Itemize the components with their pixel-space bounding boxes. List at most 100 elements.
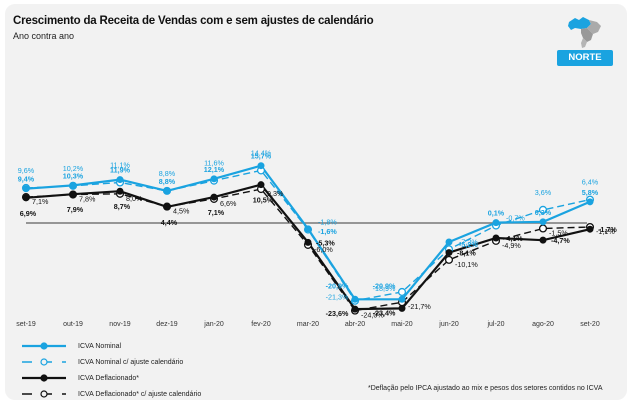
x-tick-label: abr-20 <box>345 321 365 328</box>
data-point <box>22 185 30 193</box>
brazil-map-icon <box>568 17 601 48</box>
data-point <box>210 193 218 201</box>
footnote: *Deflação pelo IPCA ajustado ao mix e pe… <box>368 385 603 392</box>
data-label: -4,9% <box>502 241 521 250</box>
legend-item: ICVA Deflacionado* <box>20 370 201 386</box>
data-point <box>351 295 359 303</box>
data-label: -1,5% <box>549 228 568 237</box>
x-tick-label: out-19 <box>63 321 83 328</box>
data-label: -18,9% <box>373 284 396 293</box>
chart-legend: ICVA Nominal ICVA Nominal c/ ajuste calen… <box>20 338 201 402</box>
data-point <box>398 295 406 303</box>
data-point <box>351 305 359 313</box>
data-label: 0,1% <box>488 209 505 218</box>
x-tick-label: jan-20 <box>203 321 224 328</box>
data-point <box>445 238 453 246</box>
data-point <box>163 203 171 211</box>
x-tick-label: set-19 <box>16 321 36 328</box>
data-label: -0,7% <box>506 214 525 223</box>
data-label: -23,4% <box>373 308 396 317</box>
data-label: 10,5% <box>253 196 274 205</box>
data-label: 14,4% <box>251 148 272 157</box>
data-point <box>304 238 312 246</box>
data-label: 7,1% <box>32 197 49 206</box>
data-label: 7,1% <box>208 208 225 217</box>
data-point <box>586 225 594 233</box>
data-point <box>538 224 548 233</box>
data-point <box>586 198 594 206</box>
legend-label: ICVA Nominal c/ ajuste calendário <box>78 358 184 366</box>
data-point <box>163 187 171 195</box>
chart-card <box>5 4 627 400</box>
data-point <box>398 304 406 312</box>
data-label: 11,1% <box>110 160 130 169</box>
legend-label: ICVA Nominal <box>78 342 122 350</box>
data-label: 10,2% <box>63 164 84 173</box>
x-tick-label: jul-20 <box>486 321 504 328</box>
legend-swatch <box>22 342 66 350</box>
data-point <box>116 176 124 184</box>
data-point <box>210 175 218 183</box>
data-label: 8,0% <box>126 194 143 203</box>
data-label: -21,7% <box>408 302 431 311</box>
data-point <box>22 194 30 202</box>
data-point <box>116 187 124 195</box>
data-label: 6,4% <box>582 178 599 187</box>
data-label: 12,1% <box>204 165 225 174</box>
data-point <box>492 219 500 227</box>
data-label: -4,1% <box>504 234 523 243</box>
data-label: 5,8% <box>582 188 599 197</box>
data-label: -8,1% <box>457 249 476 258</box>
x-tick-label: fev-20 <box>251 321 271 328</box>
data-point <box>257 162 265 170</box>
data-label: 8,8% <box>159 177 176 186</box>
data-point <box>538 205 548 214</box>
data-label: -7,2% <box>459 237 478 246</box>
data-label: 11,6% <box>204 159 224 168</box>
legend-item: ICVA Deflacionado* c/ ajuste calendário <box>20 386 201 402</box>
chart-subtitle: Ano contra ano <box>13 31 75 41</box>
data-label: 8,7% <box>114 202 131 211</box>
x-tick-label: mai-20 <box>391 321 413 328</box>
data-point <box>69 190 77 198</box>
data-point <box>539 218 547 226</box>
data-point <box>444 255 454 264</box>
chart-title: Crescimento da Receita de Vendas com e s… <box>13 15 374 27</box>
data-label: 6,9% <box>20 209 37 218</box>
x-tick-label: nov-19 <box>109 321 131 328</box>
data-label: 3,6% <box>535 188 552 197</box>
data-label: -6,0% <box>314 245 333 254</box>
legend-item: ICVA Nominal <box>20 338 201 354</box>
data-point <box>445 249 453 257</box>
data-point <box>492 234 500 242</box>
data-point <box>304 225 312 233</box>
data-label: -1,7% <box>598 225 617 234</box>
x-tick-label: jun-20 <box>438 321 459 328</box>
data-label: 4,4% <box>161 218 178 227</box>
data-label: 15,7% <box>251 152 272 161</box>
data-label: -5,3% <box>316 238 335 247</box>
data-point <box>69 181 77 189</box>
data-label: 11,9% <box>110 166 131 175</box>
data-label: 9,6% <box>18 166 35 175</box>
legend-swatch <box>22 390 66 398</box>
data-label: -21,3% <box>326 293 349 302</box>
data-label: -5,2% <box>459 240 478 249</box>
data-label: 6,6% <box>220 199 237 208</box>
legend-swatch <box>22 374 66 382</box>
legend-label: ICVA Deflacionado* c/ ajuste calendário <box>78 390 202 398</box>
data-label: -1,1% <box>596 227 615 236</box>
legend-swatch <box>22 358 66 366</box>
data-point <box>257 181 265 189</box>
x-tick-label: dez-19 <box>156 321 178 328</box>
data-label: 0,3% <box>535 208 552 217</box>
x-tick-label: mar-20 <box>297 321 319 328</box>
data-label: -20,9% <box>326 281 349 290</box>
data-label: 7,8% <box>79 195 96 204</box>
data-label: -23,6% <box>326 309 349 318</box>
data-label: -24,0% <box>361 311 384 320</box>
data-label: 4,5% <box>173 207 190 216</box>
data-label: -10,1% <box>455 260 478 269</box>
x-tick-label: ago-20 <box>532 321 554 328</box>
